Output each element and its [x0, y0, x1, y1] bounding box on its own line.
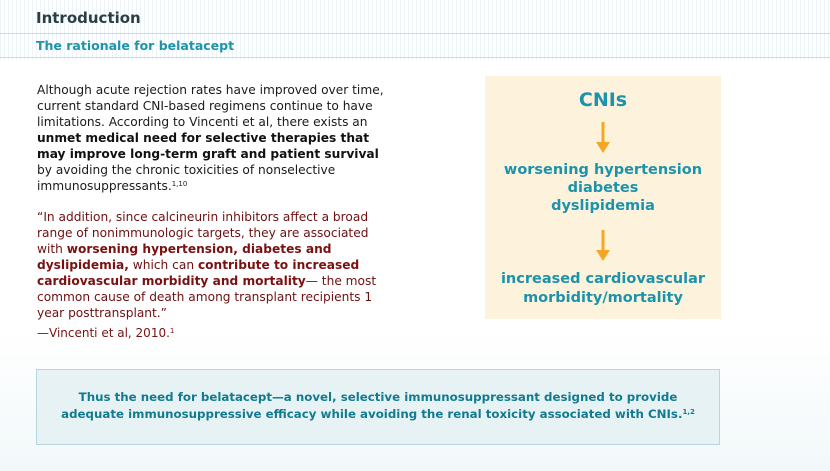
quote-text-2: which can: [128, 258, 198, 272]
intro-text-2: by avoiding the chronic toxicities of no…: [37, 163, 336, 193]
header-divider-top: [0, 33, 830, 34]
vincenti-quote: “In addition, since calcineurin inhibito…: [37, 209, 377, 321]
intro-emphasis: unmet medical need for selective therapi…: [37, 131, 379, 161]
section-subtitle: The rationale for belatacept: [36, 38, 235, 53]
quote-attribution: —Vincenti et al, 2010.1: [37, 326, 174, 340]
attribution-text: —Vincenti et al, 2010.: [37, 326, 170, 340]
down-arrow-icon: [596, 122, 610, 153]
diagram-outcome: increased cardiovascular morbidity/morta…: [485, 270, 721, 308]
callout-line-2: adequate immunosuppressive efficacy whil…: [37, 406, 719, 423]
intro-paragraph: Although acute rejection rates have impr…: [37, 82, 389, 194]
quote-text-1: “In addition, since calcineurin inhibito…: [37, 210, 369, 256]
quote-emphasis-1: worsening hypertension, diabetes and dys…: [37, 242, 332, 272]
header-stripes: [0, 0, 830, 60]
outcome-line-1: increased cardiovascular: [500, 271, 706, 287]
callout-line-2-text: adequate immunosuppressive efficacy whil…: [61, 407, 683, 421]
effect-diabetes: diabetes: [567, 180, 639, 196]
effect-dyslipidemia: dyslipidemia: [551, 198, 655, 214]
quote-emphasis-2: contribute to increased cardiovascular m…: [37, 258, 360, 288]
intro-refs: 1,10: [171, 180, 188, 188]
conclusion-callout: Thus the need for belatacept—a novel, se…: [36, 369, 720, 445]
intro-text-1: Although acute rejection rates have impr…: [37, 83, 384, 129]
down-arrow-icon: [596, 230, 610, 261]
diagram-effects-list: worsening hypertension diabetes dyslipid…: [485, 161, 721, 215]
outcome-line-2: morbidity/mortality: [523, 290, 683, 306]
diagram-cnis-label: CNIs: [578, 89, 628, 111]
effect-hypertension: worsening hypertension: [503, 162, 703, 178]
quote-text-3: — the most common cause of death among t…: [37, 274, 377, 320]
header-divider-bottom: [0, 57, 830, 58]
attribution-ref: 1: [169, 327, 175, 335]
callout-line-1: Thus the need for belatacept—a novel, se…: [78, 390, 678, 404]
callout-refs: 1,2: [682, 408, 695, 416]
page-title: Introduction: [36, 9, 141, 27]
cni-diagram: CNIs worsening hypertension diabetes dys…: [485, 76, 721, 319]
